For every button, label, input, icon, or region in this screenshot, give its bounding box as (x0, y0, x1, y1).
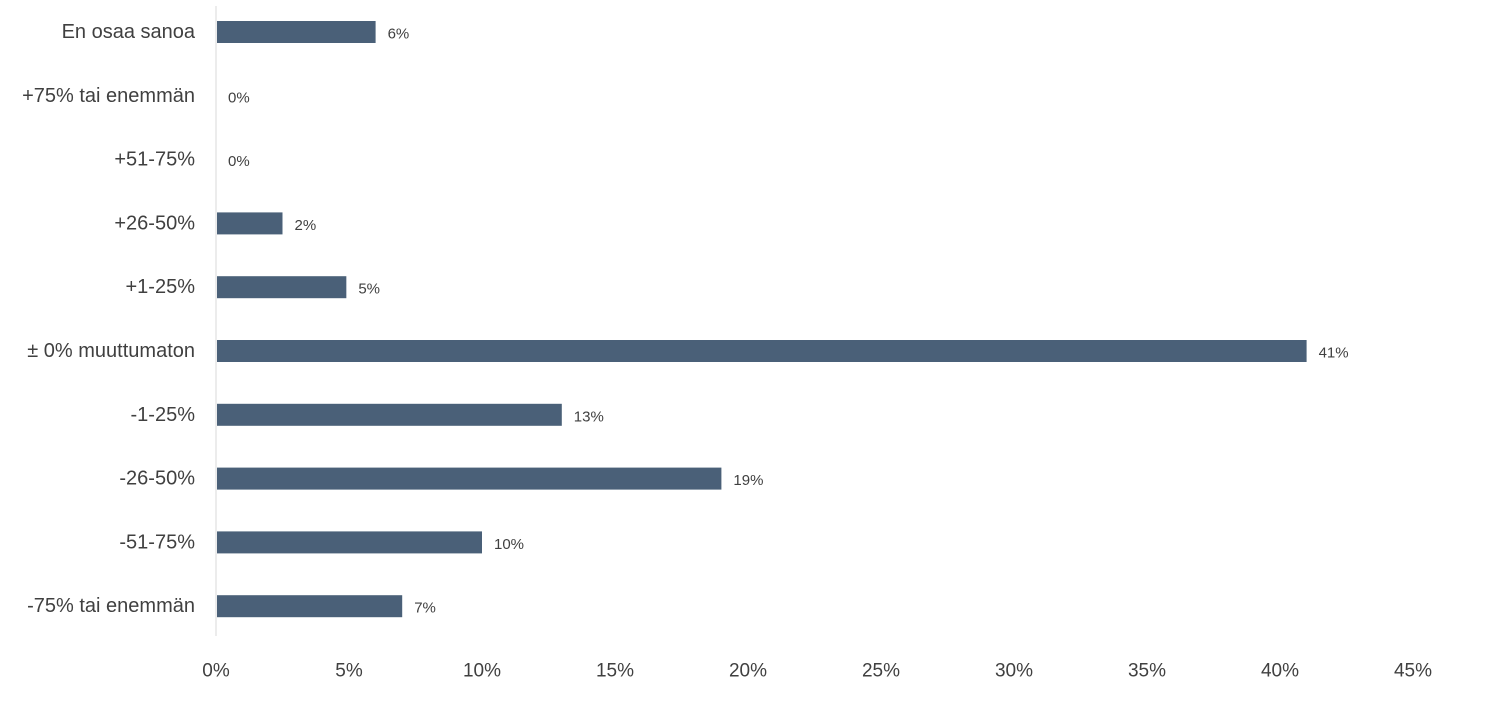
x-tick-label: 20% (729, 661, 767, 682)
data-label: 0% (228, 153, 250, 170)
x-axis-tick-labels: 0% 5% 10% 15% 20% 25% 30% 35% 40% 45% (202, 661, 1432, 682)
data-labels: 6% 0% 0% 2% 5% 41% 13% 19% 10% 7% (228, 26, 1349, 617)
category-labels: En osaa sanoa +75% tai enemmän +51-75% +26-… (22, 21, 196, 617)
data-label: 10% (494, 536, 524, 553)
category-label: -51-75% (119, 531, 195, 553)
bar (217, 276, 347, 299)
category-label: En osaa sanoa (62, 21, 196, 43)
data-label: 0% (228, 89, 250, 106)
x-tick-label: 10% (463, 661, 501, 682)
bar (217, 595, 403, 618)
category-label: +26-50% (114, 212, 195, 234)
x-tick-label: 35% (1128, 661, 1166, 682)
x-tick-label: 30% (995, 661, 1033, 682)
x-tick-label: 15% (596, 661, 634, 682)
category-label: -1-25% (131, 404, 196, 426)
data-label: 19% (733, 472, 763, 489)
bars-group (217, 21, 1307, 618)
bar (217, 531, 482, 554)
x-tick-label: 40% (1261, 661, 1299, 682)
category-label: +75% tai enemmän (22, 85, 195, 107)
category-label: ± 0% muuttumaton (27, 340, 195, 362)
bar (217, 403, 562, 426)
category-label: -26-50% (119, 468, 195, 490)
data-label: 5% (358, 281, 380, 298)
data-label: 13% (574, 408, 604, 425)
data-label: 2% (295, 217, 317, 234)
bar (217, 340, 1307, 362)
data-label: 41% (1319, 345, 1349, 362)
x-tick-label: 25% (862, 661, 900, 682)
data-label: 6% (388, 26, 410, 43)
bar (217, 21, 376, 43)
category-label: +51-75% (114, 149, 195, 171)
x-tick-label: 5% (335, 661, 363, 682)
data-label: 7% (414, 600, 436, 617)
x-tick-label: 0% (202, 661, 230, 682)
category-label: -75% tai enemmän (27, 595, 195, 617)
bar (217, 212, 283, 235)
category-label: +1-25% (126, 276, 196, 298)
bar (217, 467, 722, 490)
x-tick-label: 45% (1394, 661, 1432, 682)
